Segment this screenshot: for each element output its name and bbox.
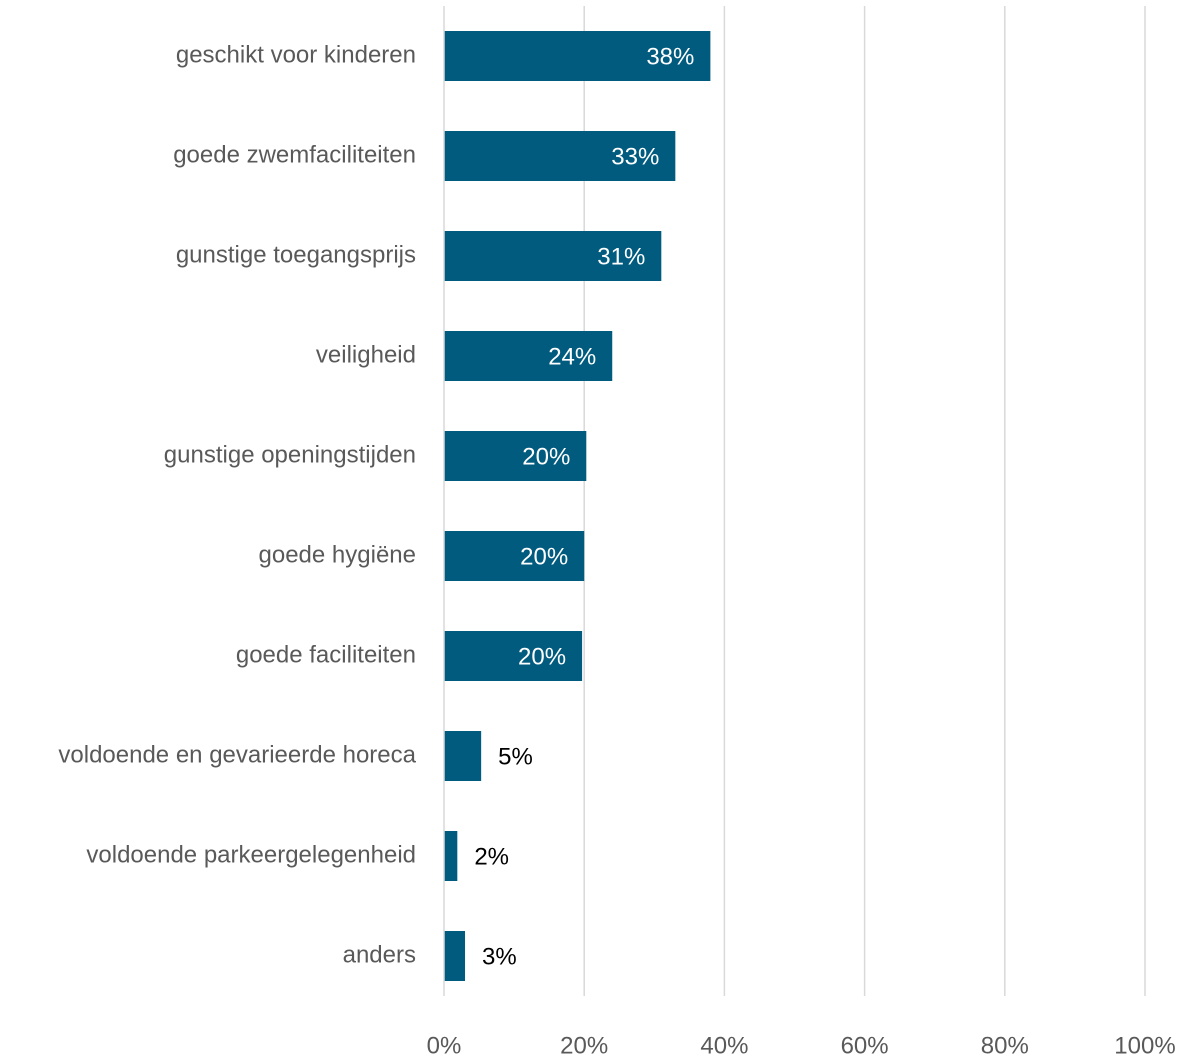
- y-tick-label: veiligheid: [316, 341, 416, 368]
- x-tick-label: 20%: [560, 1032, 608, 1059]
- data-label: 33%: [611, 143, 659, 170]
- y-tick-label: gunstige openingstijden: [164, 441, 416, 468]
- data-label: 20%: [518, 643, 566, 670]
- y-tick-label: goede hygiëne: [259, 541, 416, 568]
- data-label: 20%: [522, 443, 570, 470]
- bar: [444, 731, 482, 781]
- data-label: 2%: [474, 843, 509, 870]
- bar: [444, 231, 662, 281]
- bar: [444, 531, 585, 581]
- bar: [444, 331, 613, 381]
- x-tick-label: 60%: [841, 1032, 889, 1059]
- bar: [444, 831, 458, 881]
- x-tick-label: 0%: [427, 1032, 462, 1059]
- y-tick-label: voldoende en gevarieerde horeca: [58, 741, 416, 768]
- y-tick-label: goede faciliteiten: [236, 641, 416, 668]
- bar: [444, 931, 466, 981]
- bar: [444, 631, 583, 681]
- data-label: 20%: [520, 543, 568, 570]
- data-label: 5%: [498, 743, 533, 770]
- x-tick-label: 80%: [981, 1032, 1029, 1059]
- data-label: 31%: [597, 243, 645, 270]
- bar: [444, 31, 711, 81]
- y-tick-label: anders: [343, 941, 416, 968]
- x-tick-label: 100%: [1114, 1032, 1175, 1059]
- y-tick-label: geschikt voor kinderen: [176, 41, 416, 68]
- bar: [444, 131, 676, 181]
- bar: [444, 431, 587, 481]
- data-label: 24%: [548, 343, 596, 370]
- data-label: 3%: [482, 943, 517, 970]
- data-label: 38%: [646, 43, 694, 70]
- y-tick-label: gunstige toegangsprijs: [176, 241, 416, 268]
- y-tick-label: voldoende parkeergelegenheid: [86, 841, 416, 868]
- x-tick-label: 40%: [700, 1032, 748, 1059]
- y-tick-label: goede zwemfaciliteiten: [173, 141, 416, 168]
